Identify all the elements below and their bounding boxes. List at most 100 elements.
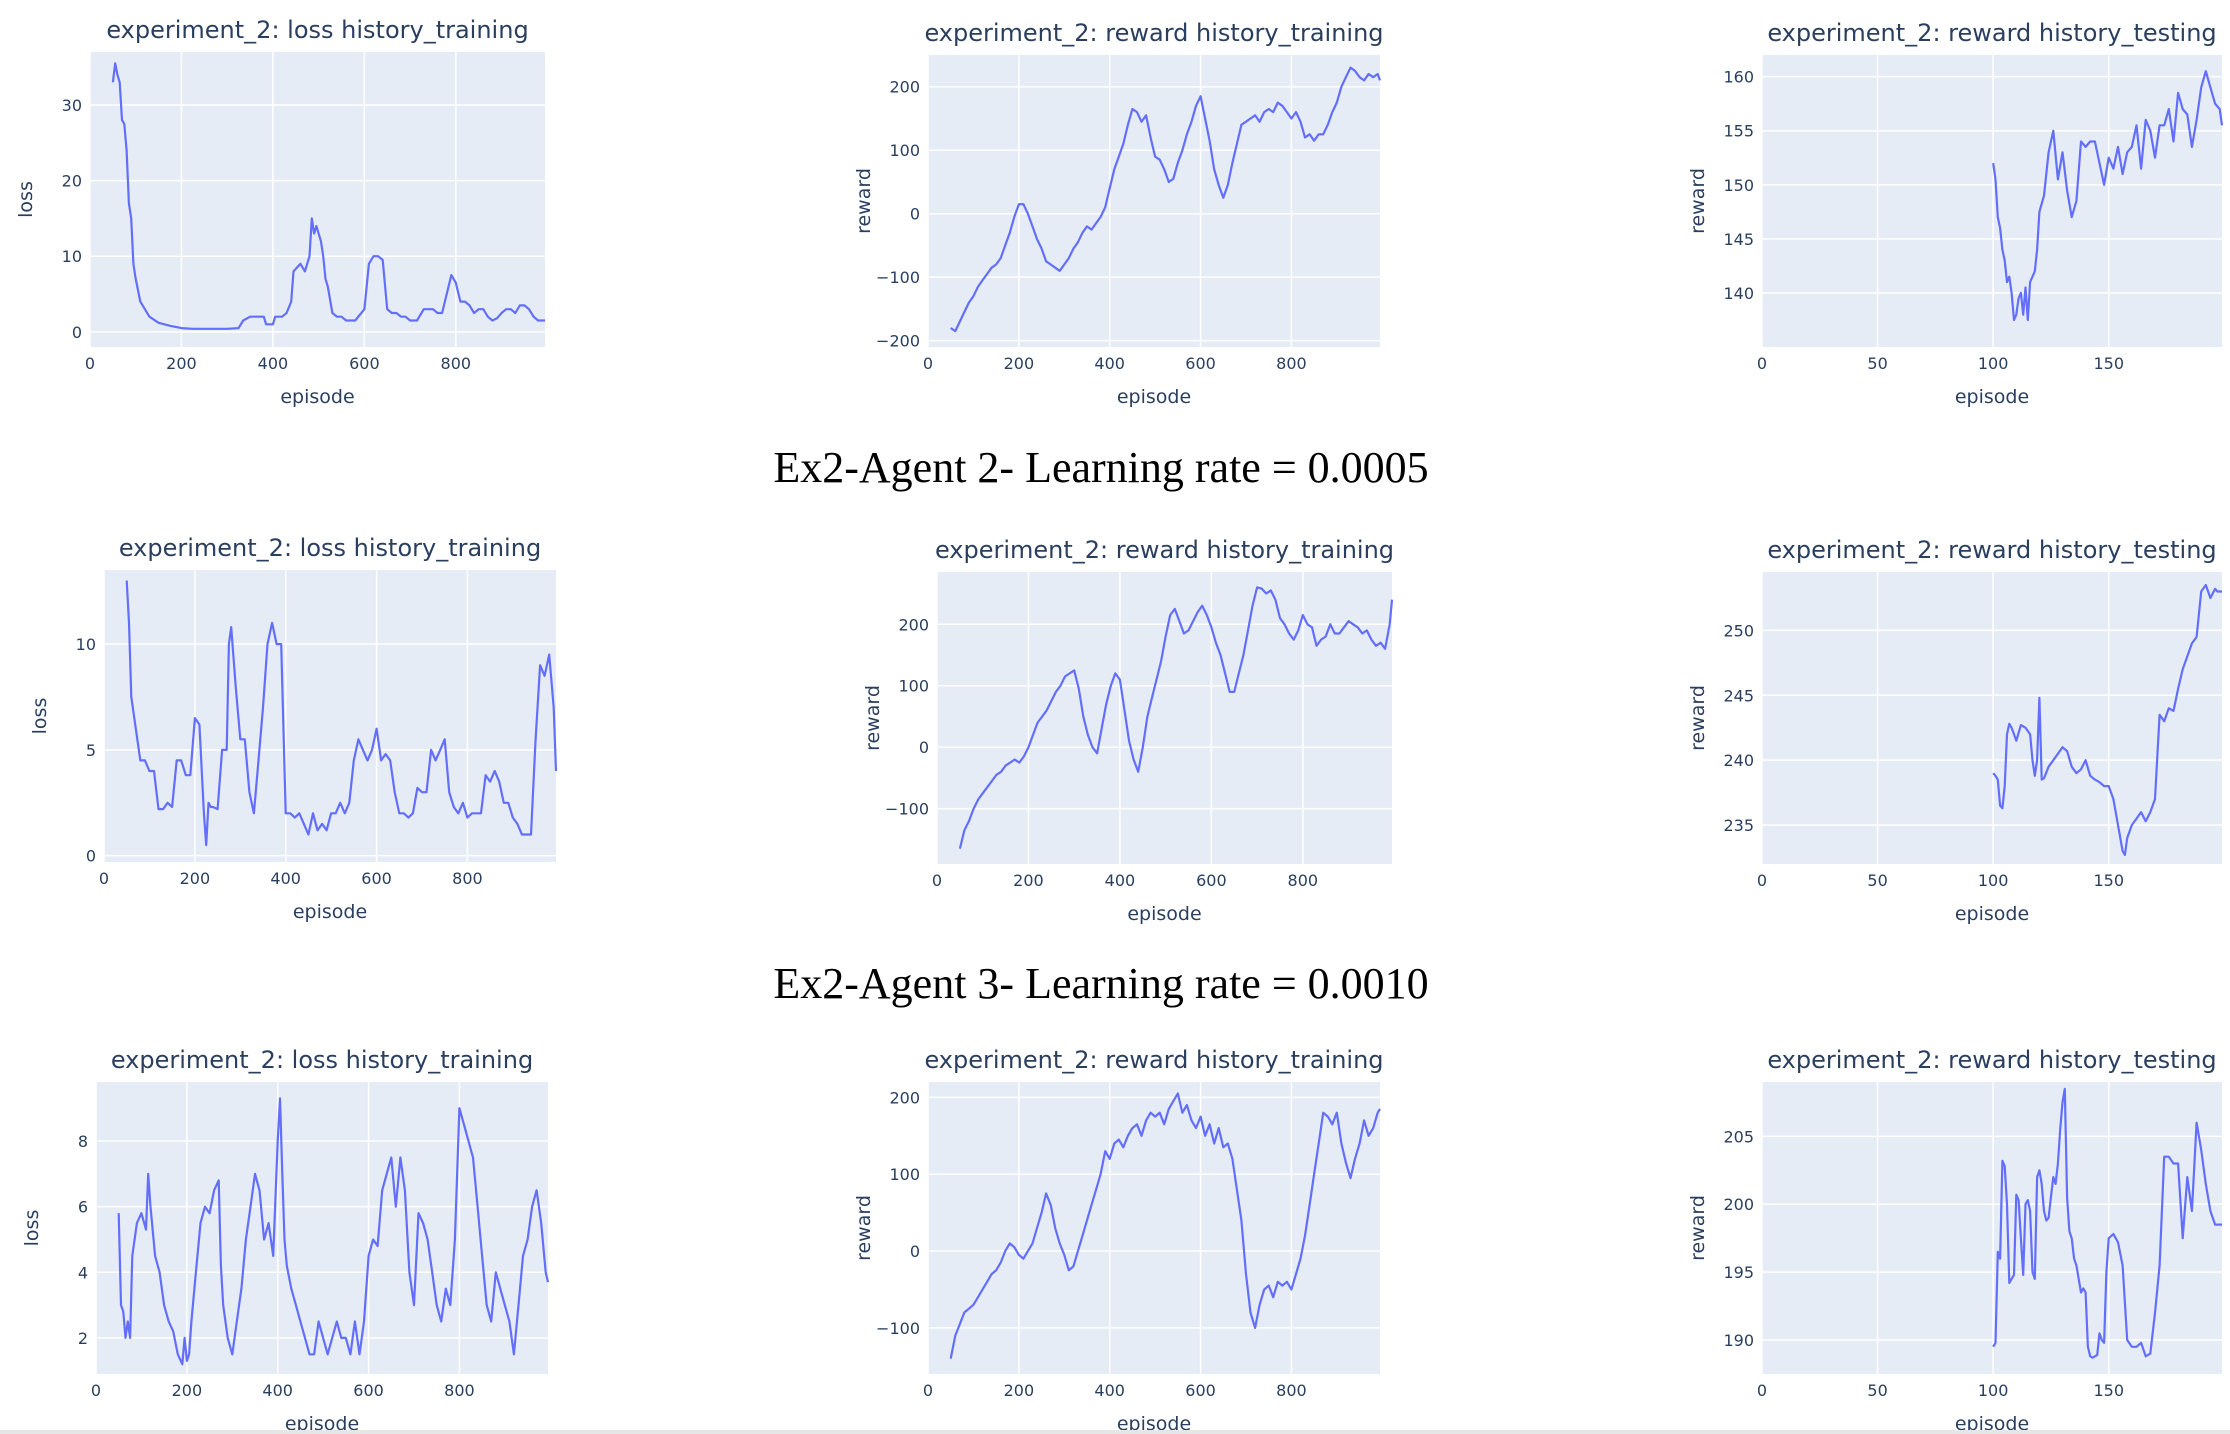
chart-4-x-tick-label: 400 [270, 869, 301, 888]
chart-9-x-tick-label: 50 [1867, 1381, 1887, 1400]
chart-1-x-tick-label: 800 [441, 354, 472, 373]
chart-4-y-axis-label: loss [29, 698, 51, 735]
chart-6-y-tick-label: 240 [1723, 751, 1754, 770]
chart-2-y-tick-label: 100 [889, 141, 920, 160]
chart-3-y-tick-label: 160 [1723, 68, 1754, 87]
chart-1-y-tick-label: 10 [62, 247, 82, 266]
chart-7-x-tick-label: 400 [262, 1381, 293, 1400]
chart-3-x-tick-label: 50 [1867, 354, 1887, 373]
chart-6-x-tick-label: 150 [2093, 871, 2124, 890]
chart-9-title: experiment_2: reward history_testing [1767, 1046, 2216, 1074]
chart-1-x-axis-label: episode [280, 386, 354, 408]
chart-6-plot-area [1762, 572, 2222, 864]
chart-3-plot-area [1762, 55, 2222, 347]
chart-5-x-tick-label: 600 [1196, 871, 1227, 890]
chart-1-y-tick-label: 20 [62, 172, 82, 191]
chart-1-plot-area [90, 52, 545, 347]
chart-7-y-tick-label: 4 [78, 1263, 88, 1282]
chart-2-title: experiment_2: reward history_training [924, 19, 1383, 47]
chart-9-y-tick-label: 190 [1723, 1331, 1754, 1350]
chart-4-title: experiment_2: loss history_training [119, 534, 541, 562]
chart-2-x-tick-label: 800 [1276, 354, 1307, 373]
chart-4-x-axis-label: episode [293, 901, 367, 923]
chart-2-x-tick-label: 400 [1094, 354, 1125, 373]
chart-9-series-line [1992, 1087, 2222, 1359]
chart-9-x-tick-label: 100 [1978, 1381, 2009, 1400]
chart-4-y-tick-label: 10 [76, 635, 96, 654]
caption-agent-2: Ex2-Agent 2- Learning rate = 0.0005 [773, 443, 1428, 492]
chart-3-series-line [1992, 70, 2224, 322]
chart-9-x-axis-label: episode [1955, 1413, 2029, 1434]
chart-9-x-tick-label: 0 [1757, 1381, 1767, 1400]
chart-6-x-tick-label: 50 [1867, 871, 1887, 890]
chart-8-series-line [949, 1092, 1381, 1359]
chart-8-y-tick-label: 200 [889, 1088, 920, 1107]
chart-5-x-tick-label: 400 [1105, 871, 1136, 890]
chart-5-title: experiment_2: reward history_training [935, 536, 1394, 564]
chart-1-x-tick-label: 400 [258, 354, 289, 373]
chart-5-plot-area [937, 572, 1392, 864]
chart-6-y-tick-label: 250 [1723, 621, 1754, 640]
chart-4-x-tick-label: 800 [452, 869, 483, 888]
chart-7-title: experiment_2: loss history_training [111, 1046, 533, 1074]
chart-7-x-tick-label: 200 [172, 1381, 203, 1400]
chart-9-y-tick-label: 195 [1723, 1263, 1754, 1282]
chart-2-series-line [950, 66, 1382, 333]
chart-7-y-tick-label: 8 [78, 1132, 88, 1151]
chart-9-y-tick-label: 205 [1723, 1127, 1754, 1146]
chart-2-y-tick-label: 0 [910, 205, 920, 224]
chart-7-x-axis-label: episode [285, 1413, 359, 1434]
chart-8-x-tick-label: 600 [1185, 1381, 1216, 1400]
chart-3-y-tick-label: 155 [1723, 122, 1754, 141]
chart-6-x-tick-label: 0 [1757, 871, 1767, 890]
chart-1-y-axis-label: loss [15, 181, 37, 218]
chart-4-y-tick-label: 0 [86, 847, 96, 866]
chart-5-x-tick-label: 200 [1013, 871, 1044, 890]
chart-5-x-tick-label: 0 [932, 871, 942, 890]
chart-8-y-tick-label: 100 [889, 1165, 920, 1184]
chart-8-x-axis-label: episode [1117, 1413, 1191, 1434]
chart-3-y-tick-label: 140 [1723, 284, 1754, 303]
chart-8-y-axis-label: reward [853, 1195, 875, 1261]
chart-2-x-axis-label: episode [1117, 386, 1191, 408]
bottom-edge-bar [0, 1430, 2230, 1434]
caption-agent-3: Ex2-Agent 3- Learning rate = 0.0010 [773, 959, 1428, 1008]
chart-1-title: experiment_2: loss history_training [106, 16, 528, 44]
chart-1-x-tick-label: 200 [166, 354, 197, 373]
chart-1-y-tick-label: 0 [72, 323, 82, 342]
chart-1-series-line [111, 62, 545, 330]
chart-8-title: experiment_2: reward history_training [924, 1046, 1383, 1074]
chart-1-x-tick-label: 0 [85, 354, 95, 373]
chart-7-y-tick-label: 6 [78, 1198, 88, 1217]
chart-6-x-axis-label: episode [1955, 903, 2029, 925]
chart-5-x-tick-label: 800 [1288, 871, 1319, 890]
chart-8-plot-area [928, 1082, 1380, 1374]
chart-5-y-tick-label: −100 [885, 800, 929, 819]
chart-5-y-tick-label: 200 [898, 615, 929, 634]
chart-3-y-axis-label: reward [1687, 168, 1709, 234]
chart-2-y-axis-label: reward [853, 168, 875, 234]
chart-1-x-tick-label: 600 [349, 354, 380, 373]
chart-6-y-tick-label: 235 [1723, 816, 1754, 835]
chart-5-y-axis-label: reward [862, 685, 884, 751]
chart-9-y-tick-label: 200 [1723, 1195, 1754, 1214]
chart-6-title: experiment_2: reward history_testing [1767, 536, 2216, 564]
chart-2-y-tick-label: 200 [889, 78, 920, 97]
chart-2-y-tick-label: −100 [876, 268, 920, 287]
chart-5-x-axis-label: episode [1127, 903, 1201, 925]
chart-4-x-tick-label: 0 [99, 869, 109, 888]
chart-9-x-tick-label: 150 [2093, 1381, 2124, 1400]
chart-8-x-tick-label: 0 [923, 1381, 933, 1400]
chart-3-x-tick-label: 0 [1757, 354, 1767, 373]
chart-5-series-line [958, 586, 1394, 849]
chart-2-plot-area [928, 55, 1380, 347]
chart-4-series-line [125, 580, 558, 847]
chart-7-series-line [117, 1097, 550, 1366]
chart-6-y-tick-label: 245 [1723, 686, 1754, 705]
chart-6-x-tick-label: 100 [1978, 871, 2009, 890]
chart-3-x-tick-label: 150 [2093, 354, 2124, 373]
chart-2-x-tick-label: 0 [923, 354, 933, 373]
chart-8-y-tick-label: −100 [876, 1319, 920, 1338]
chart-6-y-axis-label: reward [1687, 685, 1709, 751]
